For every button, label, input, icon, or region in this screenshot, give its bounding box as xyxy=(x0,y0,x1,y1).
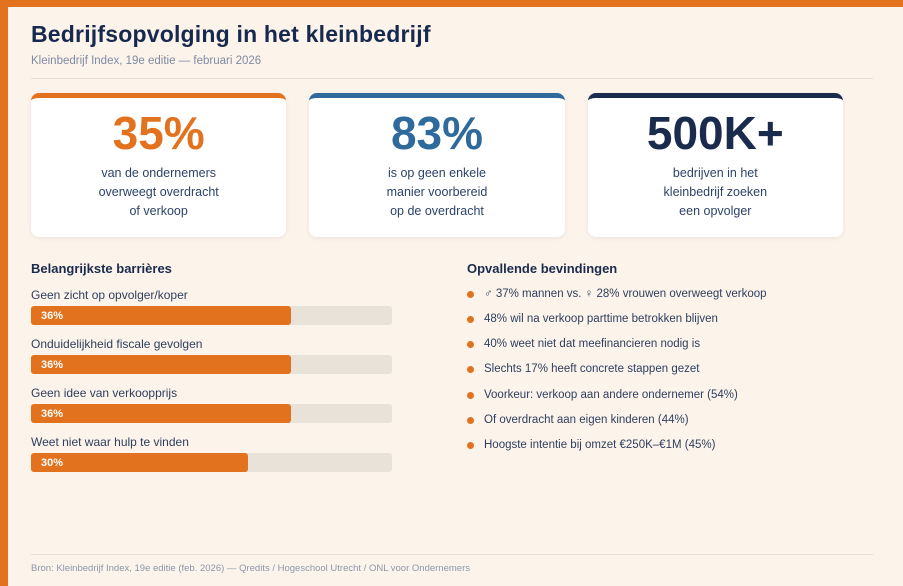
finding-text: Slechts 17% heeft concrete stappen gezet xyxy=(484,363,700,376)
bar-row: Onduidelijkheid fiscale gevolgen 36% xyxy=(31,337,392,374)
list-item: Voorkeur: verkoop aan andere ondernemer … xyxy=(467,389,873,402)
stat-desc-line: is op geen enkele xyxy=(387,166,486,181)
top-accent-bar xyxy=(0,0,903,7)
stat-description: van de ondernemers overweegt overdracht … xyxy=(31,164,286,220)
stat-desc-line: op de overdracht xyxy=(390,203,484,218)
stat-card-zoeken-opvolger: 500K+ bedrijven in het kleinbedrijf zoek… xyxy=(587,93,843,237)
findings-heading: Opvallende bevindingen xyxy=(467,261,618,276)
bar-fill: 36% xyxy=(31,306,291,325)
list-item: Slechts 17% heeft concrete stappen gezet xyxy=(467,363,873,376)
bar-row: Geen zicht op opvolger/koper 36% xyxy=(31,288,392,325)
bar-row: Geen idee van verkoopprijs 36% xyxy=(31,386,392,423)
bullet-dot-icon xyxy=(467,291,474,298)
stat-card-niet-voorbereid: 83% is op geen enkele manier voorbereid … xyxy=(309,93,565,237)
bar-track: 36% xyxy=(31,404,392,423)
page-subtitle: Kleinbedrijf Index, 19e editie — februar… xyxy=(31,54,262,67)
finding-text: 40% weet niet dat meefinancieren nodig i… xyxy=(484,338,701,351)
finding-text: Voorkeur: verkoop aan andere ondernemer … xyxy=(484,388,738,401)
stat-value: 35% xyxy=(112,107,205,159)
content-columns: Belangrijkste barrières Geen zicht op op… xyxy=(31,261,873,484)
page-title: Bedrijfsopvolging in het kleinbedrijf xyxy=(31,21,431,47)
bar-row: Weet niet waar hulp te vinden 30% xyxy=(31,435,392,472)
stat-desc-line: bedrijven in het xyxy=(672,166,758,181)
bullet-dot-icon xyxy=(467,366,474,374)
finding-text: Of overdracht aan eigen kinderen (44%) xyxy=(484,413,689,426)
bar-track: 30% xyxy=(31,453,392,472)
bar-value-label: 36% xyxy=(41,309,64,322)
bar-fill: 36% xyxy=(31,404,291,423)
stat-description: bedrijven in het kleinbedrijf zoeken een… xyxy=(588,164,843,220)
bar-track: 36% xyxy=(31,355,392,374)
stat-desc-line: kleinbedrijf zoeken xyxy=(663,185,768,200)
bar-fill: 36% xyxy=(31,355,291,374)
bullet-dot-icon xyxy=(467,391,474,399)
barriers-heading: Belangrijkste barrières xyxy=(31,261,172,276)
bar-label: Geen idee van verkoopprijs xyxy=(31,386,178,400)
bar-value-label: 36% xyxy=(41,358,64,371)
header: Bedrijfsopvolging in het kleinbedrijf Kl… xyxy=(31,21,873,67)
bullet-dot-icon xyxy=(467,441,474,449)
bar-label: Onduidelijkheid fiscale gevolgen xyxy=(31,337,203,351)
stat-description: is op geen enkele manier voorbereid op d… xyxy=(309,164,564,220)
findings-section: Opvallende bevindingen ♂ 37% mannen vs. … xyxy=(467,261,873,484)
source-attribution: Bron: Kleinbedrijf Index, 19e editie (fe… xyxy=(31,563,470,574)
list-item: ♂ 37% mannen vs. ♀ 28% vrouwen overweegt… xyxy=(467,288,873,301)
stat-desc-line: overweegt overdracht xyxy=(98,185,219,200)
stat-desc-line: van de ondernemers xyxy=(101,166,216,181)
bar-label: Weet niet waar hulp te vinden xyxy=(31,435,189,449)
bullet-dot-icon xyxy=(467,316,474,324)
bullet-dot-icon xyxy=(467,416,474,424)
stat-value: 83% xyxy=(390,107,484,159)
stat-desc-line: manier voorbereid xyxy=(386,185,488,200)
header-divider xyxy=(31,78,873,79)
stat-card-overweegt-overdracht: 35% van de ondernemers overweegt overdra… xyxy=(31,93,287,237)
left-accent-bar xyxy=(0,0,8,586)
bar-fill: 30% xyxy=(31,453,248,472)
footer-divider xyxy=(31,554,873,555)
list-item: 40% weet niet dat meefinancieren nodig i… xyxy=(467,338,873,351)
list-item: Of overdracht aan eigen kinderen (44%) xyxy=(467,414,873,427)
bar-track: 36% xyxy=(31,306,392,325)
stat-value: 500K+ xyxy=(646,107,784,159)
list-item: Hoogste intentie bij omzet €250K–€1M (45… xyxy=(467,439,873,452)
bar-label: Geen zicht op opvolger/koper xyxy=(31,288,188,302)
stat-cards-row: 35% van de ondernemers overweegt overdra… xyxy=(31,93,843,237)
bar-value-label: 30% xyxy=(41,456,64,469)
stat-desc-line: een opvolger xyxy=(679,203,752,218)
bullet-dot-icon xyxy=(467,341,474,349)
finding-text: Hoogste intentie bij omzet €250K–€1M (45… xyxy=(484,438,716,451)
list-item: 48% wil na verkoop parttime betrokken bl… xyxy=(467,313,873,326)
finding-text: ♂ 37% mannen vs. ♀ 28% vrouwen overweegt… xyxy=(484,288,767,300)
bar-value-label: 36% xyxy=(41,407,64,420)
barriers-chart-section: Belangrijkste barrières Geen zicht op op… xyxy=(31,261,392,484)
finding-text: 48% wil na verkoop parttime betrokken bl… xyxy=(484,313,718,326)
stat-desc-line: of verkoop xyxy=(129,203,188,218)
